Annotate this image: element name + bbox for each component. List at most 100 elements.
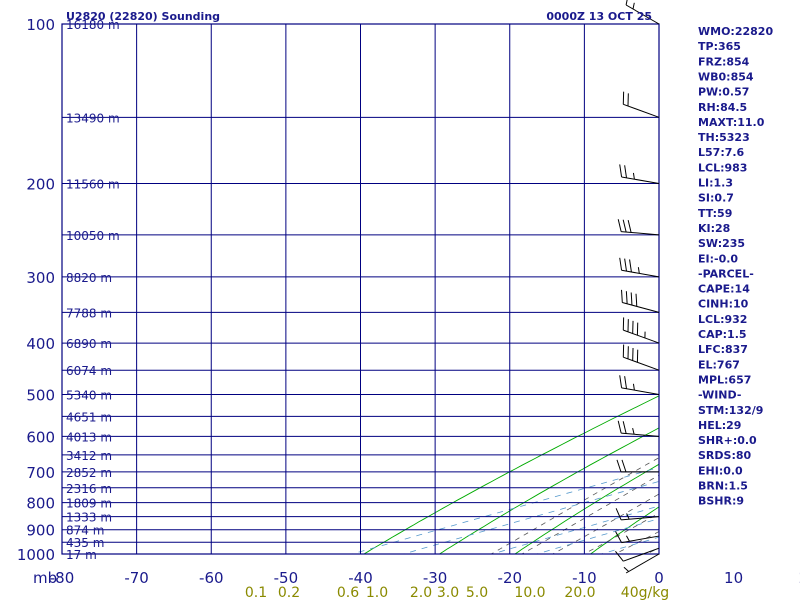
height-label: 16180 m (66, 18, 120, 32)
index-value: STM:132/9 (698, 404, 763, 417)
wind-barb (617, 420, 660, 437)
index-value: SW:235 (698, 237, 745, 250)
index-value: CAPE:14 (698, 283, 750, 296)
pressure-tick-label: 800 (26, 495, 55, 513)
mixing-ratio-label: 0.6 (337, 585, 359, 600)
wind-barb (619, 164, 660, 185)
index-value: SRDS:80 (698, 449, 751, 462)
index-value: TP:365 (698, 40, 741, 53)
mixing-ratio-label: 0.1 (245, 585, 267, 600)
index-value: TT:59 (698, 207, 732, 220)
wind-barb (615, 508, 660, 521)
moist-adiabat (583, 512, 659, 554)
temperature-tick-label: -30 (423, 569, 448, 587)
pressure-tick-label: 600 (26, 428, 55, 446)
pressure-unit-label: mb (33, 569, 57, 587)
moist-adiabat (744, 184, 800, 566)
wind-barb (623, 553, 660, 574)
index-value: KI:28 (698, 222, 730, 235)
index-value: LFC:837 (698, 343, 748, 356)
mixing-ratio-label: 0.2 (278, 585, 300, 600)
pressure-tick-label: 500 (26, 387, 55, 405)
height-label: 2852 m (66, 466, 112, 480)
index-value: SI:0.7 (698, 192, 734, 205)
moist-adiabat (614, 531, 659, 554)
wind-barb (619, 375, 660, 395)
wind-barb (622, 91, 660, 118)
wind-barb (619, 257, 660, 278)
height-label: 8820 m (66, 271, 112, 285)
mixing-ratio-label: 10.0 (514, 585, 545, 600)
dry-adiabat (514, 463, 659, 554)
temperature-tick-label: 20 (799, 569, 800, 587)
index-value: BSHR:9 (698, 495, 744, 508)
temperature-tick-label: 0 (654, 569, 664, 587)
temperature-tick-label: -60 (199, 569, 224, 587)
mixing-ratio-line (350, 466, 659, 554)
height-label: 2316 m (66, 482, 112, 496)
temperature-tick-label: -40 (348, 569, 373, 587)
index-value: CAP:1.5 (698, 328, 747, 341)
height-label: 435 m (66, 536, 104, 550)
mixing-ratio-label: 40g/kg (621, 585, 669, 600)
dry-adiabat (438, 427, 659, 554)
wind-barb (622, 317, 660, 344)
index-value: LCL:983 (698, 161, 747, 174)
index-value: -WIND- (698, 389, 741, 402)
mixing-ratio-line (599, 536, 659, 554)
valid-time: 0000Z 13 OCT 25 (546, 10, 652, 23)
index-value: WB0:854 (698, 70, 754, 83)
mixing-ratio-label: 2.0 (410, 585, 432, 600)
pressure-tick-label: 900 (26, 522, 55, 540)
height-label: 1333 m (66, 511, 112, 525)
height-label: 7788 m (66, 306, 112, 320)
index-value: LCL:932 (698, 313, 747, 326)
height-label: 6890 m (66, 337, 112, 351)
index-value: CINH:10 (698, 298, 749, 311)
mixing-ratio-labels: 0.1 0.2 0.6 1.0 2.0 3.0 5.0 10.0 20.0 40g/kg (245, 585, 669, 600)
index-value: SHR+:0.0 (698, 434, 757, 447)
temperature-axis-labels: -80-70-60-50-40-30-20-10010203040 (50, 569, 800, 587)
height-label: 17 m (66, 548, 97, 562)
height-label: 3412 m (66, 449, 112, 463)
index-value: LI:1.3 (698, 177, 733, 190)
height-label: 4651 m (66, 410, 112, 424)
height-label: 4013 m (66, 430, 112, 444)
wind-barb (621, 289, 660, 313)
index-panel: WMO:22820 TP:365 FRZ:854 WB0:854 PW:0.57 RH:8… (698, 25, 773, 508)
temperature-tick-label: -50 (274, 569, 299, 587)
index-value: EL:767 (698, 358, 740, 371)
index-value: FRZ:854 (698, 55, 750, 68)
mixing-ratio-label: 20.0 (564, 585, 595, 600)
plot-border (61, 23, 660, 555)
index-value: EI:-0.0 (698, 252, 738, 265)
wind-barb (625, 0, 660, 25)
temperature-tick-label: -10 (572, 569, 597, 587)
chart-frame (61, 23, 660, 555)
mixing-ratio-label: 3.0 (437, 585, 459, 600)
index-value: WMO:22820 (698, 25, 773, 38)
height-label: 11560 m (66, 178, 120, 192)
pressure-axis-labels: 100 200 300 400 500 600 700 800 900 1000 (17, 16, 55, 564)
height-labels: 16180 m 13490 m 11560 m 10050 m 8820 m 7788 m… (66, 18, 120, 562)
index-value: L57:7.6 (698, 146, 745, 159)
mixing-ratio-label: 5.0 (466, 585, 488, 600)
temperature-tick-label: 10 (724, 569, 743, 587)
pressure-tick-label: 100 (26, 16, 55, 34)
wind-barb (622, 344, 660, 371)
index-value: RH:84.5 (698, 101, 747, 114)
index-value: MPL:657 (698, 373, 751, 386)
index-value: EHI:0.0 (698, 464, 743, 477)
height-label: 10050 m (66, 229, 120, 243)
height-label: 5340 m (66, 389, 112, 403)
wind-barb (616, 459, 659, 473)
height-label: 13490 m (66, 111, 120, 125)
wind-barb (615, 547, 660, 562)
height-label: 1809 m (66, 497, 112, 511)
mixing-ratio-label: 1.0 (366, 585, 388, 600)
pressure-tick-label: 300 (26, 269, 55, 287)
wind-barb (615, 531, 660, 544)
temperature-tick-label: -80 (50, 569, 75, 587)
index-value: -PARCEL- (698, 267, 754, 280)
